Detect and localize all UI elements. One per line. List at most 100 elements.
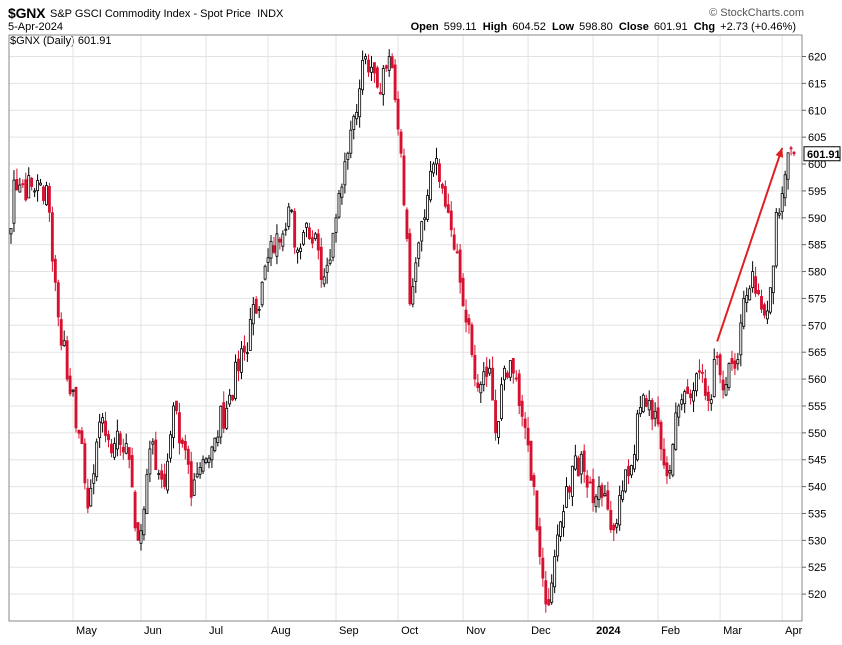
candle-up (228, 394, 232, 405)
candle-up (201, 459, 205, 472)
candle-down (544, 580, 548, 605)
candle-down (278, 238, 282, 243)
candle-down (136, 522, 140, 541)
candle-up (33, 190, 37, 193)
candle-down (547, 599, 551, 606)
candle-up (27, 175, 31, 199)
candle-down (700, 372, 704, 374)
candle-up (432, 163, 435, 174)
candle-down (526, 427, 530, 446)
candle-down (177, 412, 181, 444)
candle-up (381, 68, 385, 95)
candle-up (266, 257, 270, 263)
candle-up (219, 405, 223, 438)
candle-up (364, 56, 368, 60)
candle-up (9, 228, 13, 235)
candle-down (272, 245, 276, 253)
high-label: High (482, 21, 508, 33)
candle-up (71, 389, 75, 392)
candle-down (576, 457, 580, 477)
candle-up (192, 479, 196, 496)
candle-down (15, 179, 19, 191)
candle-down (307, 227, 311, 239)
candle-up (647, 400, 651, 411)
y-tick-label: 620 (808, 52, 826, 64)
candle-down (686, 386, 690, 394)
y-tick-label: 520 (808, 589, 826, 601)
x-tick-label: Jul (209, 625, 223, 637)
candle-down (470, 324, 474, 355)
candle-down (452, 234, 456, 250)
candle-up (573, 455, 577, 470)
candle-up (417, 242, 421, 259)
candle-up (411, 286, 415, 305)
last-price-box (803, 146, 841, 162)
candle-up (768, 287, 772, 313)
high-value: 604.52 (512, 21, 546, 33)
candle-down (464, 309, 468, 323)
candle-up (668, 470, 672, 474)
candle-up (305, 222, 308, 228)
candle-up (671, 444, 675, 476)
y-tick-label: 540 (808, 482, 826, 494)
candle-up (101, 417, 105, 424)
candle-up (334, 217, 338, 233)
candle-up (674, 412, 678, 450)
candle-down (133, 491, 137, 529)
candle-up (774, 212, 778, 267)
candle-up (39, 182, 42, 186)
candle-down (80, 430, 84, 444)
candle-up (635, 413, 639, 461)
candle-up (287, 206, 291, 227)
candle-up (210, 446, 214, 461)
candle-up (352, 116, 356, 130)
candle-down (402, 155, 406, 206)
candle-down (110, 443, 113, 454)
y-tick-label: 610 (808, 105, 826, 117)
candle-up (257, 308, 261, 311)
candle-down (606, 490, 610, 510)
candle-down (494, 400, 498, 434)
candle-up (482, 371, 486, 386)
candle-up (145, 474, 149, 515)
candle-up (296, 249, 300, 253)
candle-up (565, 486, 568, 508)
candle-down (56, 282, 60, 318)
candle-up (745, 295, 749, 304)
candle-down (659, 421, 663, 450)
candle-up (346, 152, 350, 161)
candle-down (237, 358, 240, 372)
candle-down (600, 484, 604, 498)
close-value: 601.91 (653, 21, 688, 33)
candle-down (130, 455, 134, 488)
candle-up (550, 582, 554, 603)
candle-down (754, 276, 758, 294)
candle-down (665, 462, 669, 477)
candle-up (765, 310, 769, 320)
candle-up (284, 228, 288, 231)
candle-down (612, 524, 616, 531)
candle-down (718, 354, 722, 376)
candle-up (18, 184, 22, 193)
candle-up (370, 66, 373, 73)
candle-down (449, 210, 453, 231)
candle-down (541, 557, 545, 579)
candle-down (523, 418, 527, 428)
candle-down (461, 277, 465, 307)
x-tick-label: Aug (271, 625, 291, 637)
candle-down (175, 400, 178, 412)
candle-up (340, 186, 344, 198)
series-legend: $GNX (Daily) 601.91 (10, 35, 112, 47)
candle-down (703, 378, 707, 396)
candle-down (293, 210, 297, 248)
candle-up (157, 473, 161, 475)
stockcharts-logo[interactable]: © StockCharts.com (709, 7, 804, 19)
candle-up (260, 281, 264, 306)
candle-up (736, 359, 740, 365)
candle-up (597, 486, 601, 500)
candle-down (21, 183, 25, 186)
y-tick-label: 585 (808, 240, 826, 252)
candle-up (677, 405, 681, 418)
candle-up (387, 56, 391, 71)
